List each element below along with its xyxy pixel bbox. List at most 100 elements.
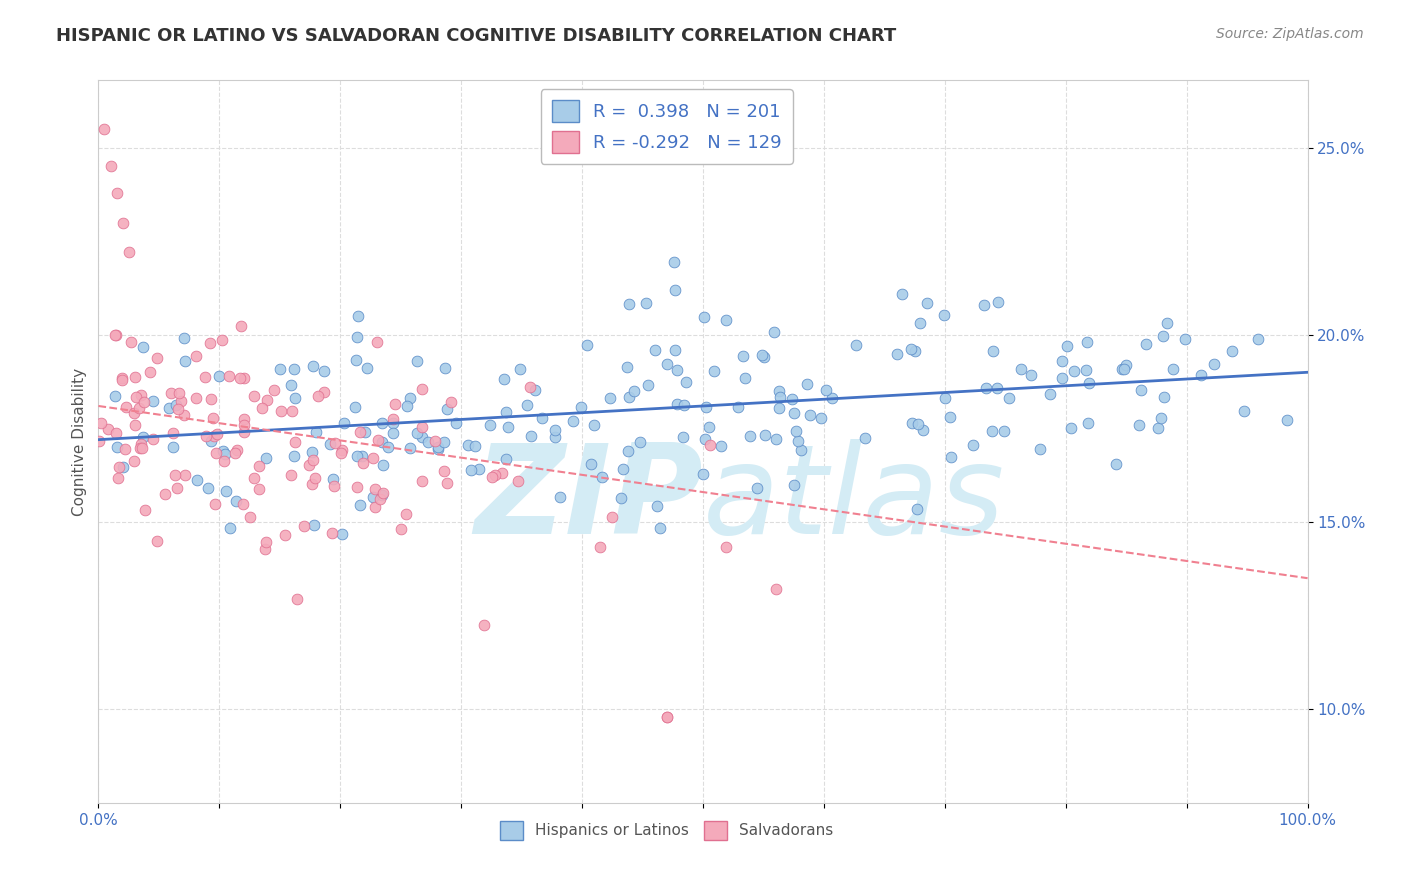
Point	[745, 481, 768, 495]
Point	[973, 298, 995, 312]
Point	[302, 452, 325, 467]
Point	[370, 488, 392, 502]
Point	[1010, 361, 1032, 376]
Point	[111, 215, 134, 229]
Point	[1076, 335, 1098, 350]
Point	[104, 389, 127, 403]
Point	[845, 338, 868, 352]
Point	[810, 411, 832, 425]
Point	[433, 361, 456, 376]
Point	[932, 308, 955, 322]
Point	[821, 392, 844, 406]
Point	[1130, 383, 1153, 397]
Point	[589, 541, 612, 555]
Point	[692, 467, 714, 482]
Point	[908, 316, 931, 330]
Point	[166, 481, 188, 495]
Point	[269, 362, 291, 376]
Point	[100, 160, 122, 174]
Point	[304, 471, 326, 485]
Point	[129, 388, 152, 402]
Point	[962, 438, 984, 452]
Point	[980, 424, 1002, 438]
Point	[205, 426, 228, 441]
Point	[467, 462, 489, 476]
Point	[333, 416, 356, 430]
Point	[900, 343, 922, 357]
Point	[571, 400, 593, 414]
Point	[934, 392, 956, 406]
Point	[381, 411, 404, 425]
Point	[427, 442, 450, 457]
Point	[1115, 359, 1137, 373]
Point	[349, 425, 371, 440]
Point	[111, 370, 134, 384]
Point	[97, 422, 120, 436]
Point	[1156, 316, 1178, 330]
Point	[1161, 362, 1184, 376]
Point	[371, 435, 394, 450]
Point	[174, 468, 197, 483]
Point	[904, 344, 927, 359]
Point	[352, 456, 374, 470]
Point	[623, 384, 645, 398]
Point	[581, 457, 603, 471]
Point	[411, 382, 433, 396]
Point	[139, 365, 162, 379]
Point	[132, 430, 155, 444]
Point	[986, 381, 1008, 395]
Point	[253, 542, 276, 557]
Point	[280, 467, 302, 482]
Point	[132, 340, 155, 354]
Point	[145, 533, 167, 548]
Point	[436, 476, 458, 491]
Point	[304, 518, 326, 533]
Point	[693, 310, 716, 324]
Point	[218, 369, 240, 384]
Point	[710, 439, 733, 453]
Point	[307, 389, 329, 403]
Point	[520, 429, 543, 443]
Point	[472, 618, 495, 632]
Point	[153, 486, 176, 500]
Point	[301, 477, 323, 491]
Point	[1039, 387, 1062, 401]
Point	[364, 500, 387, 514]
Point	[115, 400, 138, 414]
Point	[200, 434, 222, 448]
Point	[111, 373, 134, 387]
Point	[617, 297, 640, 311]
Point	[346, 480, 368, 494]
Point	[105, 440, 128, 454]
Point	[519, 380, 541, 394]
Point	[754, 427, 776, 442]
Point	[399, 391, 422, 405]
Point	[124, 417, 146, 432]
Point	[751, 348, 773, 362]
Point	[254, 534, 277, 549]
Point	[733, 349, 755, 363]
Point	[141, 394, 163, 409]
Point	[481, 470, 503, 484]
Point	[891, 286, 914, 301]
Point	[714, 313, 737, 327]
Point	[395, 507, 418, 521]
Point	[344, 401, 367, 415]
Point	[561, 414, 583, 428]
Point	[304, 425, 326, 439]
Point	[312, 364, 335, 378]
Point	[377, 440, 399, 454]
Point	[204, 497, 226, 511]
Point	[464, 439, 486, 453]
Point	[644, 343, 666, 357]
Point	[186, 391, 208, 405]
Point	[695, 400, 717, 414]
Point	[194, 370, 217, 384]
Point	[321, 526, 343, 541]
Point	[232, 425, 254, 439]
Point	[406, 353, 429, 368]
Point	[186, 473, 208, 487]
Point	[364, 483, 387, 497]
Point	[998, 392, 1021, 406]
Point	[780, 392, 803, 406]
